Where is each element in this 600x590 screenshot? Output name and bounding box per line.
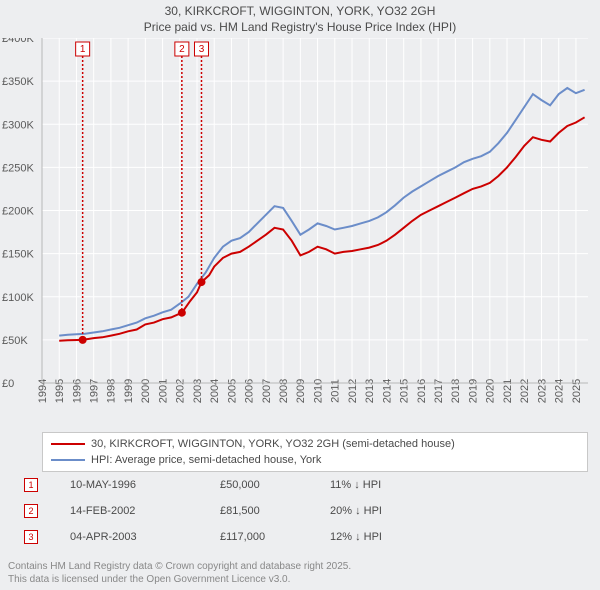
legend-label-0: 30, KIRKCROFT, WIGGINTON, YORK, YO32 2GH… xyxy=(91,438,455,450)
svg-text:2000: 2000 xyxy=(140,379,152,403)
sales-date-1: 14-FEB-2002 xyxy=(70,505,220,517)
sales-marker-2: 3 xyxy=(24,530,38,544)
svg-text:£350K: £350K xyxy=(2,76,34,88)
legend-label-1: HPI: Average price, semi-detached house,… xyxy=(91,454,321,466)
svg-text:2004: 2004 xyxy=(209,379,221,403)
sales-marker-0: 1 xyxy=(24,478,38,492)
svg-text:2024: 2024 xyxy=(554,379,566,403)
svg-text:2006: 2006 xyxy=(244,379,256,403)
footer-line-1: Contains HM Land Registry data © Crown c… xyxy=(8,561,351,574)
legend-row-0: 30, KIRKCROFT, WIGGINTON, YORK, YO32 2GH… xyxy=(51,436,579,452)
svg-text:£250K: £250K xyxy=(2,162,34,174)
svg-text:£300K: £300K xyxy=(2,119,34,131)
sales-marker-1: 2 xyxy=(24,504,38,518)
svg-text:1997: 1997 xyxy=(89,379,101,403)
svg-text:2008: 2008 xyxy=(278,379,290,403)
sales-price-0: £50,000 xyxy=(220,479,330,491)
svg-text:2017: 2017 xyxy=(433,379,445,403)
svg-text:2025: 2025 xyxy=(571,379,583,403)
sales-date-0: 10-MAY-1996 xyxy=(70,479,220,491)
svg-text:2009: 2009 xyxy=(295,379,307,403)
svg-text:£200K: £200K xyxy=(2,206,34,218)
chart-title-block: 30, KIRKCROFT, WIGGINTON, YORK, YO32 2GH… xyxy=(0,0,600,35)
svg-text:2013: 2013 xyxy=(364,379,376,403)
svg-text:£400K: £400K xyxy=(2,38,34,45)
svg-text:2023: 2023 xyxy=(536,379,548,403)
sales-price-1: £81,500 xyxy=(220,505,330,517)
sales-row-0: 1 10-MAY-1996 £50,000 11% ↓ HPI xyxy=(24,474,584,496)
legend-swatch-1 xyxy=(51,459,85,461)
sales-delta-1: 20% ↓ HPI xyxy=(330,505,382,517)
sales-row-1: 2 14-FEB-2002 £81,500 20% ↓ HPI xyxy=(24,500,584,522)
footer-line-2: This data is licensed under the Open Gov… xyxy=(8,574,351,587)
sales-price-2: £117,000 xyxy=(220,531,330,543)
sales-date-2: 04-APR-2003 xyxy=(70,531,220,543)
svg-text:1999: 1999 xyxy=(123,379,135,403)
legend-row-1: HPI: Average price, semi-detached house,… xyxy=(51,452,579,468)
chart-svg: £0 £50K £100K £150K £200K £250K £300K £350K £400… xyxy=(0,38,600,428)
svg-text:2007: 2007 xyxy=(261,379,273,403)
svg-text:3: 3 xyxy=(199,44,205,55)
svg-text:2003: 2003 xyxy=(192,379,204,403)
svg-text:2016: 2016 xyxy=(416,379,428,403)
title-line-2: Price paid vs. HM Land Registry's House … xyxy=(0,20,600,36)
svg-text:1: 1 xyxy=(80,44,86,55)
svg-text:2012: 2012 xyxy=(347,379,359,403)
legend-swatch-0 xyxy=(51,443,85,445)
svg-text:2005: 2005 xyxy=(226,379,238,403)
svg-text:£0: £0 xyxy=(2,378,14,390)
sales-row-2: 3 04-APR-2003 £117,000 12% ↓ HPI xyxy=(24,526,584,548)
svg-text:2: 2 xyxy=(179,44,185,55)
svg-text:2019: 2019 xyxy=(467,379,479,403)
svg-text:2022: 2022 xyxy=(519,379,531,403)
svg-text:2014: 2014 xyxy=(381,379,393,403)
sales-delta-0: 11% ↓ HPI xyxy=(330,479,381,491)
svg-text:2020: 2020 xyxy=(485,379,497,403)
svg-text:2001: 2001 xyxy=(157,379,169,403)
svg-text:£150K: £150K xyxy=(2,249,34,261)
svg-text:1996: 1996 xyxy=(71,379,83,403)
svg-text:2002: 2002 xyxy=(175,379,187,403)
svg-text:2010: 2010 xyxy=(312,379,324,403)
svg-text:1998: 1998 xyxy=(106,379,118,403)
title-line-1: 30, KIRKCROFT, WIGGINTON, YORK, YO32 2GH xyxy=(0,4,600,20)
svg-text:2018: 2018 xyxy=(450,379,462,403)
svg-text:1995: 1995 xyxy=(54,379,66,403)
sales-delta-2: 12% ↓ HPI xyxy=(330,531,382,543)
svg-text:£50K: £50K xyxy=(2,335,28,347)
svg-text:1994: 1994 xyxy=(37,379,49,403)
chart-container: £0 £50K £100K £150K £200K £250K £300K £350K £400… xyxy=(0,38,600,428)
sales-table: 1 10-MAY-1996 £50,000 11% ↓ HPI 2 14-FEB… xyxy=(24,474,584,552)
svg-text:2015: 2015 xyxy=(399,379,411,403)
svg-text:2021: 2021 xyxy=(502,379,514,403)
footer: Contains HM Land Registry data © Crown c… xyxy=(8,561,351,586)
svg-text:£100K: £100K xyxy=(2,292,34,304)
legend: 30, KIRKCROFT, WIGGINTON, YORK, YO32 2GH… xyxy=(42,432,588,472)
